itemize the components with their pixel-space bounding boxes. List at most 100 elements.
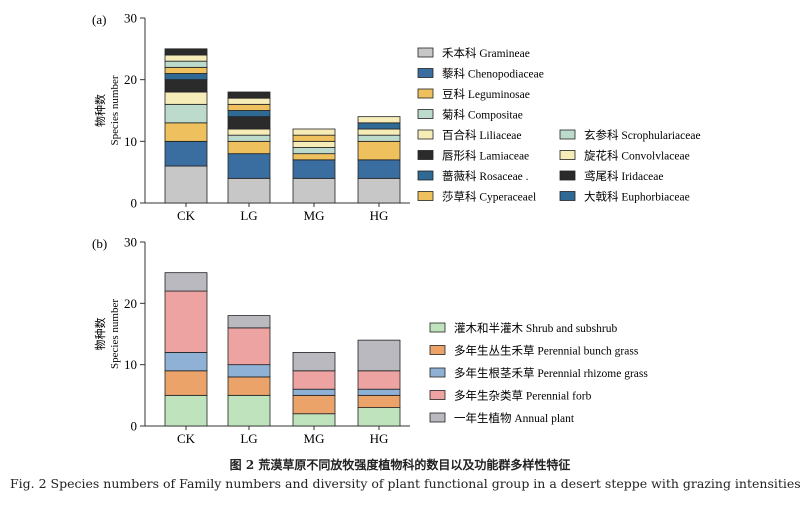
panel-a-bar-segment (164, 73, 208, 81)
panel-a-legend-label: 鸢尾科 Iridaceae (584, 169, 664, 183)
panel-b-x-tick-label: CK (177, 431, 196, 446)
panel-b-legend-label: 一年生植物 Annual plant (454, 411, 575, 425)
panel-a-bar-segment (227, 110, 271, 118)
panel-a-x-tick-label: LG (240, 208, 257, 223)
panel-b-bar-segment (164, 290, 208, 353)
panel-a-bar-segment (164, 122, 208, 142)
panel-a-legend-swatch (417, 47, 434, 58)
panel-a-legend-swatch (417, 170, 434, 181)
panel-b-bar-segment (164, 394, 208, 427)
panel-b-legend-swatch (429, 322, 446, 333)
panel-b-bar-segment (227, 394, 271, 427)
panel-b-legend-swatch (429, 390, 446, 400)
panel-a-legend-label: 豆科 Leguminosae (442, 87, 530, 101)
panel-b-bar-segment (292, 388, 336, 396)
panel-b-bar-segment (227, 376, 271, 396)
panel-a-legend-swatch (559, 170, 576, 181)
panel-b-bar-segment (357, 394, 401, 409)
panel-a-bar-segment (292, 128, 336, 136)
panel-b-bar-segment (292, 394, 336, 415)
panel-a-bar-segment (292, 177, 336, 204)
panel-b-y-tick-label: 0 (131, 419, 138, 434)
panel-b-y-tick-label: 10 (124, 357, 137, 372)
panel-a-legend-label: 禾本科 Gramineae (442, 46, 530, 60)
panel-a-bar-segment (164, 140, 208, 167)
panel-b-bar-segment (357, 407, 401, 427)
panel-a-y-label-en: Species number (109, 75, 121, 145)
panel-b-y-label-en: Species number (109, 299, 121, 369)
panel-b-bar-segment (164, 370, 208, 396)
panel-a-x-tick-label: CK (177, 208, 196, 223)
panel-b-bar-segment (227, 315, 271, 329)
panel-a-bar-segment (227, 116, 271, 130)
panel-a-bar-segment (164, 60, 208, 68)
panel-b-legend-swatch (429, 345, 446, 355)
panel-a-legend-label: 玄参科 Scrophulariaceae (584, 128, 701, 142)
panel-a-bar-segment (292, 159, 336, 179)
panel-a-legend-swatch (559, 129, 576, 140)
panel-a-y-tick-label: 10 (124, 134, 137, 149)
panel-a-bar-segment (357, 140, 401, 161)
panel-a-y-tick-label: 0 (131, 196, 138, 211)
panel-b-y-label-zh: 物种数 (93, 318, 107, 351)
panel-b-bar-segment (292, 370, 336, 390)
panel-b-x-tick-label: MG (304, 431, 325, 446)
panel-a-y-label-zh: 物种数 (93, 94, 107, 127)
panel-a-legend-label: 莎草科 Cyperaceael (442, 190, 536, 204)
panel-b-bar-segment (292, 351, 336, 372)
panel-b-y-tick-label: 20 (124, 296, 137, 311)
panel-b-x-tick-label: HG (370, 431, 389, 446)
panel-a-bar-segment (164, 91, 208, 105)
panel-a-bar-segment (227, 128, 271, 136)
panel-a-label: (a) (92, 12, 106, 27)
panel-b-bar-segment (227, 364, 271, 378)
panel-b-bar-segment (227, 327, 271, 366)
panel-a-legend-swatch (417, 88, 434, 99)
panel-a-bar-segment (357, 177, 401, 204)
panel-b-legend-swatch (429, 412, 446, 423)
panel-b-x-tick-label: LG (240, 431, 257, 446)
panel-b-bar-segment (292, 413, 336, 427)
panel-a-bar-segment (164, 48, 208, 56)
panel-a-x-tick-label: HG (370, 208, 389, 223)
caption-english: Fig. 2 Species numbers of Family numbers… (10, 476, 800, 491)
panel-b-bar-segment (357, 388, 401, 396)
panel-b-legend-swatch (429, 367, 446, 378)
panel-b-bar-segment (357, 370, 401, 390)
panel-a-bar-segment (227, 103, 271, 111)
panel-a-y-tick-label: 20 (124, 72, 137, 87)
panel-a-bar-segment (357, 122, 401, 130)
panel-a-legend-label: 藜科 Chenopodiaceae (442, 67, 544, 81)
panel-a-bar-segment (227, 140, 271, 155)
panel-a-legend-label: 唇形科 Lamiaceae (442, 149, 529, 163)
panel-b-label: (b) (92, 236, 107, 251)
panel-a-bar-segment (292, 147, 336, 155)
panel-b-bar-segment (357, 339, 401, 372)
panel-a-bar-segment (164, 66, 208, 74)
panel-a-bar-segment (357, 134, 401, 142)
panel-a-bar-segment (227, 97, 271, 105)
panel-a-bar-segment (227, 177, 271, 204)
panel-a-bar-segment (164, 79, 208, 93)
panel-b-legend-label: 多年生杂类草 Perennial forb (454, 389, 592, 403)
panel-a-legend-label: 旋花科 Convolvlaceae (584, 149, 690, 163)
panel-a-bar-segment (292, 140, 336, 148)
panel-a-legend-swatch (417, 109, 434, 119)
panel-a-legend-swatch (417, 68, 434, 78)
panel-a-legend-label: 百合科 Liliaceae (442, 128, 522, 142)
panel-a-legend-swatch (417, 150, 434, 160)
panel-a-bar-segment (227, 153, 271, 179)
panel-b-bar-segment (164, 351, 208, 372)
panel-a-bar-segment (292, 153, 336, 161)
panel-b-legend-label: 多年生丛生禾草 Perennial bunch grass (454, 344, 639, 358)
panel-a-legend-swatch (559, 191, 576, 201)
panel-a-legend-label: 蔷薇科 Rosaceae . (442, 169, 529, 183)
panel-b-bar-segment (164, 272, 208, 292)
panel-a-legend-label: 大戟科 Euphorbiaceae (584, 190, 690, 204)
panel-b-legend-label: 灌木和半灌木 Shrub and subshrub (454, 321, 617, 335)
panel-a-legend-swatch (417, 129, 434, 140)
panel-b-y-tick-label: 30 (124, 235, 137, 250)
panel-a-y-tick-label: 30 (124, 11, 137, 26)
panel-a-bar-segment (227, 134, 271, 142)
